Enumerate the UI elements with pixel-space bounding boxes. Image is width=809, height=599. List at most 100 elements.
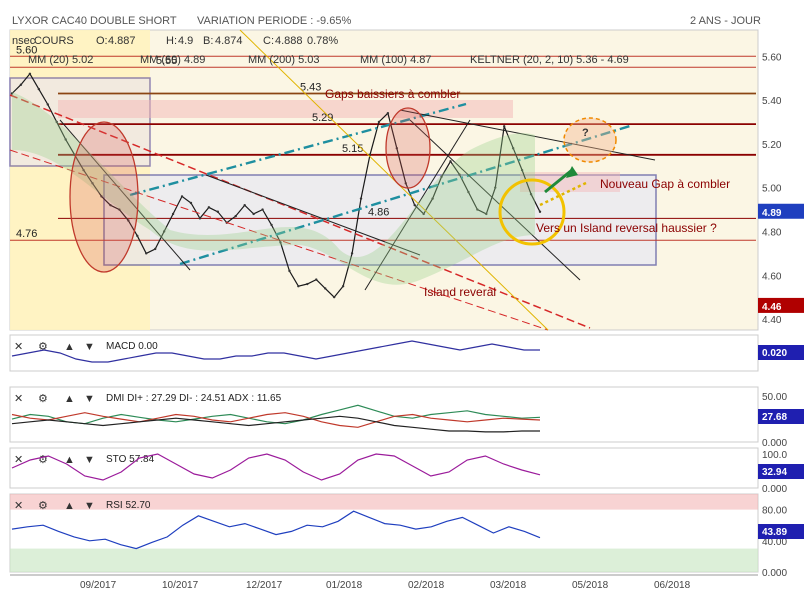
trendline — [399, 109, 656, 161]
x-tick-label: 10/2017 — [162, 580, 199, 591]
gap-band — [58, 100, 513, 118]
trendline — [9, 149, 549, 331]
level-label: 5.15 — [342, 143, 363, 155]
arrow-up-icon: ▲ — [64, 454, 75, 466]
macd-label: MACD 0.00 — [106, 341, 158, 352]
price-point — [422, 212, 425, 216]
price-point — [46, 103, 49, 106]
ohlc-value: 4.887 — [108, 35, 136, 47]
arrow-up-icon: ▲ — [64, 393, 75, 405]
macd-tag-label: 0.020 — [762, 348, 787, 359]
price-point — [55, 120, 58, 124]
new-gap-band — [520, 172, 620, 192]
arrow-down-icon: ▼ — [84, 454, 95, 466]
rsi-tick: 40.00 — [762, 537, 787, 548]
y-tick-label: 5.60 — [762, 52, 782, 63]
price-point — [467, 190, 470, 194]
ohlc-key: C: — [263, 35, 274, 47]
sto-tag-label: 32.94 — [762, 467, 787, 478]
instrument-title: LYXOR CAC40 DOUBLE SHORT — [12, 15, 177, 27]
ohlc-value: 4.9 — [178, 35, 193, 47]
level-label: 4.76 — [16, 228, 37, 240]
price-point — [377, 120, 381, 124]
up-arrow — [544, 168, 573, 194]
price-point — [395, 147, 399, 150]
ohlc-key: O: — [96, 35, 108, 47]
x-tick-label: 02/2018 — [408, 580, 445, 591]
y-tick-label: 4.40 — [762, 315, 782, 326]
y-tick-label: 4.60 — [762, 271, 782, 282]
arrow-down-icon: ▼ — [84, 393, 95, 405]
rsi-series-rsi — [11, 510, 541, 550]
price-point — [198, 217, 202, 220]
price-point — [243, 203, 246, 207]
x-tick-label: 01/2018 — [326, 580, 363, 591]
cours-label: COURS — [34, 35, 74, 47]
price-point — [109, 203, 112, 207]
price-point — [207, 206, 211, 209]
sto-tag — [758, 464, 804, 479]
keltner-band — [12, 92, 535, 285]
x-tick-label: 06/2018 — [654, 580, 691, 591]
dmi-tag-label: 27.68 — [762, 412, 787, 423]
price-point — [494, 186, 497, 189]
close-icon: ✕ — [14, 454, 23, 466]
ma-label: KELTNER (20, 2, 10) 5.36 - 4.69 — [470, 54, 629, 66]
x-tick-label: 09/2017 — [80, 580, 117, 591]
x-tick-label: 05/2018 — [572, 580, 609, 591]
price-point — [315, 278, 318, 281]
gear-icon: ⚙ — [38, 500, 48, 512]
price-point — [234, 214, 237, 218]
arrow-down-icon: ▼ — [84, 341, 95, 353]
macd-panel — [9, 334, 759, 372]
rsi-tick: 0.000 — [762, 568, 787, 579]
price-tag — [758, 297, 804, 313]
x-tick-label: 12/2017 — [246, 580, 283, 591]
price-point — [350, 252, 354, 255]
sto-label: STO 57.84 — [106, 454, 155, 465]
price-point — [171, 212, 175, 216]
new-gap-annotation: Nouveau Gap à combler — [600, 177, 730, 191]
level-label: 5.43 — [300, 82, 321, 94]
price-point — [440, 175, 443, 178]
rsi-tick: 80.00 — [762, 506, 787, 517]
dmi-tick: 0.000 — [762, 438, 787, 449]
sto-tick: 100.0 — [762, 450, 787, 461]
ohlc-key: B: — [203, 35, 213, 47]
up-arrow-head — [566, 166, 578, 178]
price-point — [82, 168, 85, 172]
dmi-series-dmi_minus — [11, 412, 541, 428]
corner-text: nsec — [12, 35, 36, 47]
price-point — [279, 241, 282, 244]
price-point — [270, 223, 273, 227]
gear-icon: ⚙ — [38, 341, 48, 353]
sto-series-sto — [11, 453, 541, 481]
island-reversal-label: Island reveral — [424, 285, 496, 299]
arrow-up-icon: ▲ — [64, 500, 75, 512]
trendline — [179, 124, 631, 266]
variation-periode: VARIATION PERIODE : -9.65% — [197, 15, 351, 27]
highlight-ellipse — [69, 121, 139, 273]
price-point — [118, 208, 121, 211]
price-point — [324, 287, 327, 290]
y-tick-label: 5.40 — [762, 96, 782, 107]
price-point — [145, 252, 148, 255]
gear-icon: ⚙ — [38, 393, 48, 405]
price-point — [297, 285, 300, 288]
price-point — [162, 230, 166, 233]
y-tick-label: 5.20 — [762, 140, 782, 151]
close-icon: ✕ — [14, 341, 23, 353]
island-reversal-question: Vers un Island reversal haussier ? — [536, 221, 717, 235]
price-point — [100, 195, 103, 198]
price-point — [306, 282, 309, 286]
trendline — [364, 119, 471, 291]
price-point — [180, 195, 184, 198]
price-point — [189, 201, 193, 205]
price-point — [485, 212, 488, 216]
period-label: 2 ANS - JOUR — [690, 15, 761, 27]
price-tag — [758, 203, 804, 219]
trendline — [129, 102, 467, 197]
ma-label: MM (20) 5.02 — [28, 54, 93, 66]
price-point — [386, 112, 390, 115]
price-tag-label: 4.46 — [762, 302, 782, 313]
